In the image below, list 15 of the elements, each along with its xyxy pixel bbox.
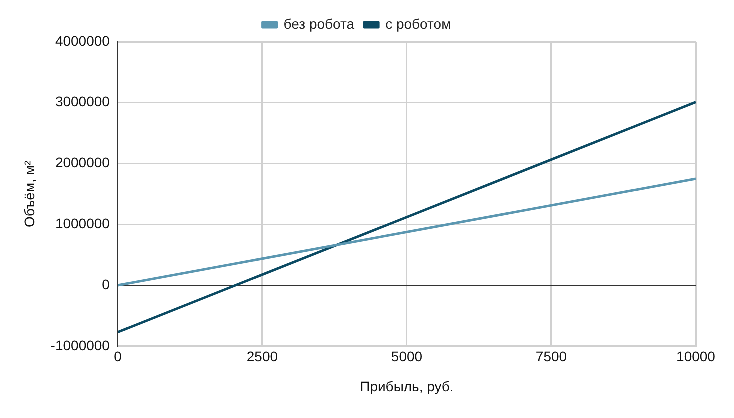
y-tick-label: 2000000 bbox=[55, 154, 110, 171]
legend-label: без робота bbox=[284, 16, 355, 32]
x-tick-label: 10000 bbox=[676, 348, 716, 365]
y-tick-label: 1000000 bbox=[55, 216, 110, 232]
x-tick-label: 7500 bbox=[536, 348, 568, 365]
x-tick-label: 2500 bbox=[246, 348, 278, 365]
y-tick-label: 0 bbox=[102, 276, 110, 292]
legend-label: с роботом bbox=[386, 16, 452, 32]
x-tick-label: 5000 bbox=[391, 348, 423, 365]
x-tick-label: 0 bbox=[114, 348, 122, 365]
y-tick-label: -1000000 bbox=[50, 337, 110, 354]
x-axis-title: Прибыль, руб. bbox=[360, 378, 454, 394]
y-tick-label: 4000000 bbox=[55, 32, 110, 49]
y-tick-label: 3000000 bbox=[55, 94, 110, 110]
y-axis-title: Объём, м² bbox=[21, 160, 38, 228]
